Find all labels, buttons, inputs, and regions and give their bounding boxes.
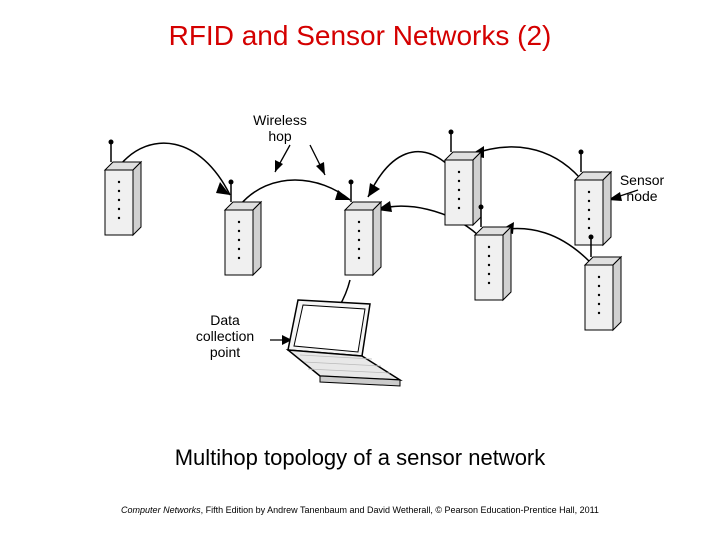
hop-n6-n4 bbox=[470, 146, 580, 178]
sensor-node-n7 bbox=[585, 235, 621, 331]
footer-credit: Computer Networks, Fifth Edition by Andr… bbox=[0, 505, 720, 515]
data-point-label: Datacollectionpoint bbox=[196, 312, 254, 360]
footer-rest: , Fifth Edition by Andrew Tanenbaum and … bbox=[201, 505, 599, 515]
hop-n4-n3 bbox=[368, 152, 448, 197]
hop-n2-n3 bbox=[240, 180, 350, 205]
sensor-node-n3 bbox=[345, 180, 381, 276]
sensor-node-n4 bbox=[445, 130, 481, 226]
sensor-node-n5 bbox=[475, 205, 511, 301]
wireless-hop-label: Wirelesshop bbox=[253, 112, 307, 144]
sensor-node-n1 bbox=[105, 140, 141, 236]
sensor-node-n6 bbox=[575, 150, 611, 246]
pointer-wireless-hop bbox=[275, 145, 290, 172]
sensor-node-n2 bbox=[225, 180, 261, 276]
pointer-wireless-hop2 bbox=[310, 145, 325, 175]
sensor-node-label: Sensornode bbox=[620, 172, 664, 204]
data-collection-laptop bbox=[288, 300, 400, 386]
footer-book-title: Computer Networks bbox=[121, 505, 201, 515]
diagram-caption: Multihop topology of a sensor network bbox=[0, 445, 720, 471]
